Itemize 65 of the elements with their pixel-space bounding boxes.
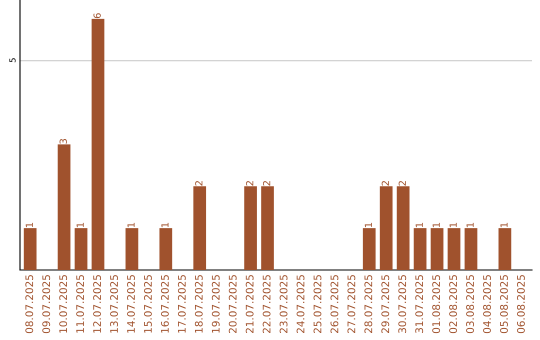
bar [74, 228, 88, 270]
x-tick-label: 16.07.2025 [160, 275, 169, 333]
x-tick-label: 11.07.2025 [76, 275, 84, 333]
x-tick-label: 10.07.2025 [59, 275, 68, 333]
bar [261, 186, 274, 270]
x-tick-label: 04.08.2025 [483, 275, 491, 334]
x-tick-label: 12.07.2025 [93, 275, 102, 333]
data-label: 1 [127, 222, 135, 228]
x-tick-label: 13.07.2025 [110, 275, 118, 333]
data-label: 1 [161, 222, 168, 228]
bar [498, 228, 512, 270]
x-tick-label: 28.07.2025 [364, 275, 372, 334]
bar [464, 228, 478, 270]
bar [244, 186, 257, 270]
x-tick-label: 08.07.2025 [25, 275, 34, 334]
data-label: 1 [450, 222, 457, 228]
data-label: 1 [76, 222, 84, 228]
y-tick-label: 5 [9, 58, 16, 62]
bar [126, 228, 138, 270]
x-tick-label: 06.08.2025 [516, 275, 525, 334]
x-tick-label: 29.07.2025 [381, 275, 390, 334]
data-label: 2 [398, 181, 406, 186]
bar [58, 144, 70, 270]
x-tick-label: 14.07.2025 [127, 275, 135, 333]
x-tick-label: 23.07.2025 [280, 275, 288, 334]
data-label: 2 [262, 181, 270, 186]
x-tick-label: 24.07.2025 [296, 275, 304, 334]
x-tick-label: 31.07.2025 [415, 275, 424, 334]
x-tick-label: 15.07.2025 [144, 275, 152, 333]
x-tick-label: 05.08.2025 [500, 275, 508, 334]
x-tick-label: 25.07.2025 [314, 275, 322, 334]
x-tick-label: 30.07.2025 [398, 275, 406, 334]
x-tick-label: 21.07.2025 [246, 275, 254, 334]
data-label: 1 [416, 222, 423, 228]
data-label: 1 [466, 222, 474, 228]
x-tick-label: 19.07.2025 [212, 275, 220, 333]
bar [193, 186, 206, 270]
x-tick-label: 20.07.2025 [228, 275, 237, 334]
data-label: 1 [364, 222, 372, 228]
bar [448, 228, 460, 270]
data-label: 6 [93, 13, 101, 18]
bar [92, 18, 104, 270]
bar [159, 228, 172, 270]
x-tick-label: 26.07.2025 [330, 275, 338, 334]
x-tick-label: 27.07.2025 [347, 275, 356, 334]
x-tick-label: 22.07.2025 [262, 275, 271, 334]
data-label: 2 [246, 181, 254, 186]
data-label: 2 [195, 181, 202, 186]
x-tick-label: 03.08.2025 [466, 275, 474, 334]
x-tick-label: 02.08.2025 [449, 275, 458, 334]
bar [380, 186, 393, 270]
x-tick-label: 17.07.2025 [178, 275, 186, 333]
x-tick-label: 18.07.2025 [194, 275, 203, 333]
bar [430, 228, 444, 270]
data-label: 1 [432, 222, 440, 228]
x-tick-label: 09.07.2025 [42, 275, 50, 334]
bar [362, 228, 376, 270]
bar [414, 228, 426, 270]
data-label: 2 [382, 181, 389, 186]
bar [24, 228, 37, 270]
data-label: 3 [60, 139, 67, 144]
x-tick-label: 01.08.2025 [432, 275, 440, 334]
data-label: 1 [500, 222, 508, 228]
data-label: 1 [26, 222, 33, 228]
bar [396, 186, 410, 270]
